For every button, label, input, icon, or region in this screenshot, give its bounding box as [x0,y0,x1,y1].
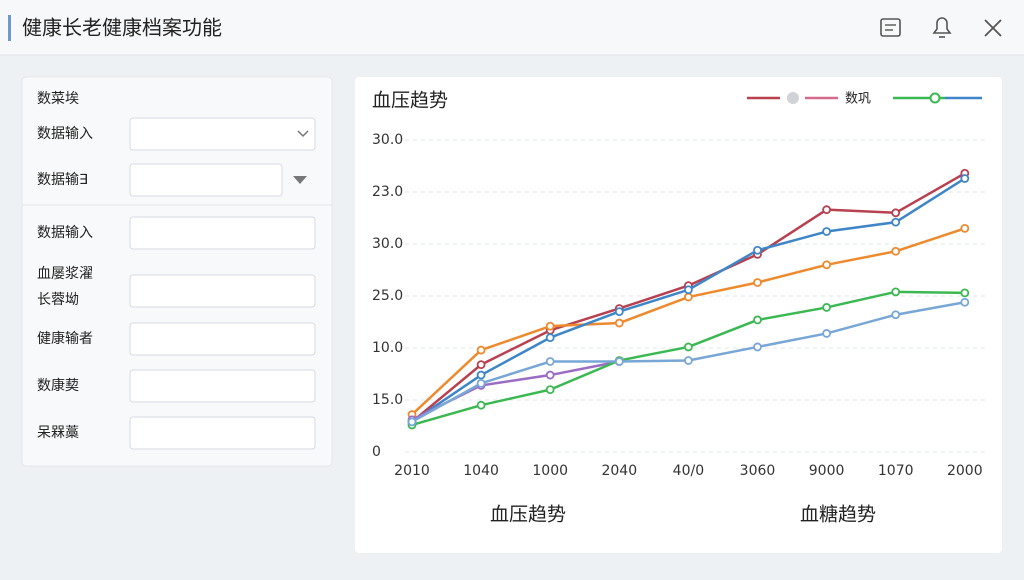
data-point [476,400,486,410]
dropdown-arrow[interactable] [293,176,307,184]
y-tick-label: 23.0 [372,184,403,200]
data-point [960,297,970,307]
field-label: 数康葜 [37,377,79,394]
x-tick-label: 3060 [740,463,776,479]
input-box[interactable] [129,274,316,308]
data-point [684,356,693,365]
data-point [753,245,762,255]
input-box[interactable] [129,163,283,197]
data-point [614,307,624,317]
field-label: 血屡浆濯 [37,266,93,282]
dropdown-arrow [297,130,309,138]
data-point [822,260,831,270]
data-point [476,360,486,370]
data-point [545,321,555,331]
x-tick-label: 1040 [463,463,499,479]
x-tick-label: 1000 [532,463,568,479]
doc-icon[interactable] [880,18,901,37]
legend-dot [929,92,941,104]
data-point [960,174,970,183]
axis-caption: 血糖趋势 [800,504,876,526]
chart-panel [355,77,1002,553]
data-point [891,287,901,297]
data-point [822,329,831,338]
data-point [684,342,693,352]
y-tick-label: 25.0 [372,288,403,304]
x-tick-label: 9000 [809,463,845,479]
x-tick-label: 2040 [601,463,637,479]
data-point [822,205,831,215]
legend-dot [787,92,799,104]
data-point [822,303,831,312]
x-tick-label: 40/0 [673,463,704,479]
axis-caption: 血压趋势 [490,504,566,526]
y-tick-label: 30.0 [372,132,403,148]
title-accent [8,15,11,41]
field-label: 健康输者 [37,330,93,347]
data-point [476,370,486,380]
data-point [753,278,762,287]
input-box[interactable] [129,416,316,450]
y-tick-label: 10.0 [372,340,403,356]
x-tick-label: 2010 [394,463,430,479]
input-box[interactable] [129,369,316,403]
data-point [891,310,901,320]
data-point [545,370,555,380]
data-point [960,288,970,298]
legend-label: 数巩 [845,92,871,107]
data-point [614,318,624,328]
close-icon[interactable] [984,19,1002,37]
data-point [753,315,762,325]
data-point [960,223,970,233]
input-box[interactable] [129,117,316,151]
data-point [753,342,762,352]
app-title: 健康长老健康档案功能 [22,16,222,40]
data-point [476,345,486,355]
y-tick-label: 0 [372,444,381,460]
input-box[interactable] [129,322,316,356]
chart: 0 15.0 10.0 25.0 30.0 23.0 30.0 2010 1040 1000 204… [372,92,985,526]
bell-icon[interactable] [932,17,952,38]
data-point [476,378,486,388]
form-section: 数菜埃 [37,91,79,107]
data-point [684,285,693,295]
input-box[interactable] [129,216,316,250]
field-label: 数据输∃ [37,172,88,188]
y-tick-label: 30.0 [372,236,403,252]
field-label: 呆槑藁 [37,425,79,441]
data-point [545,333,555,343]
data-point [545,385,555,395]
header-bar [0,0,1024,55]
field-label: 数据输入 [37,225,93,241]
data-point [684,292,693,302]
x-tick-label: 1070 [878,463,914,479]
data-point [545,357,555,366]
field-label: 数据输入 [37,126,93,142]
chart-title: 血压趋势 [372,90,448,112]
data-point [407,417,417,427]
field-label: 长蓉坳 [37,292,79,308]
data-point [614,357,624,366]
data-point [891,246,901,256]
data-point [891,208,901,218]
data-point [891,217,901,227]
x-tick-label: 2000 [947,463,983,479]
y-tick-label: 15.0 [372,392,403,408]
data-point [822,227,831,236]
